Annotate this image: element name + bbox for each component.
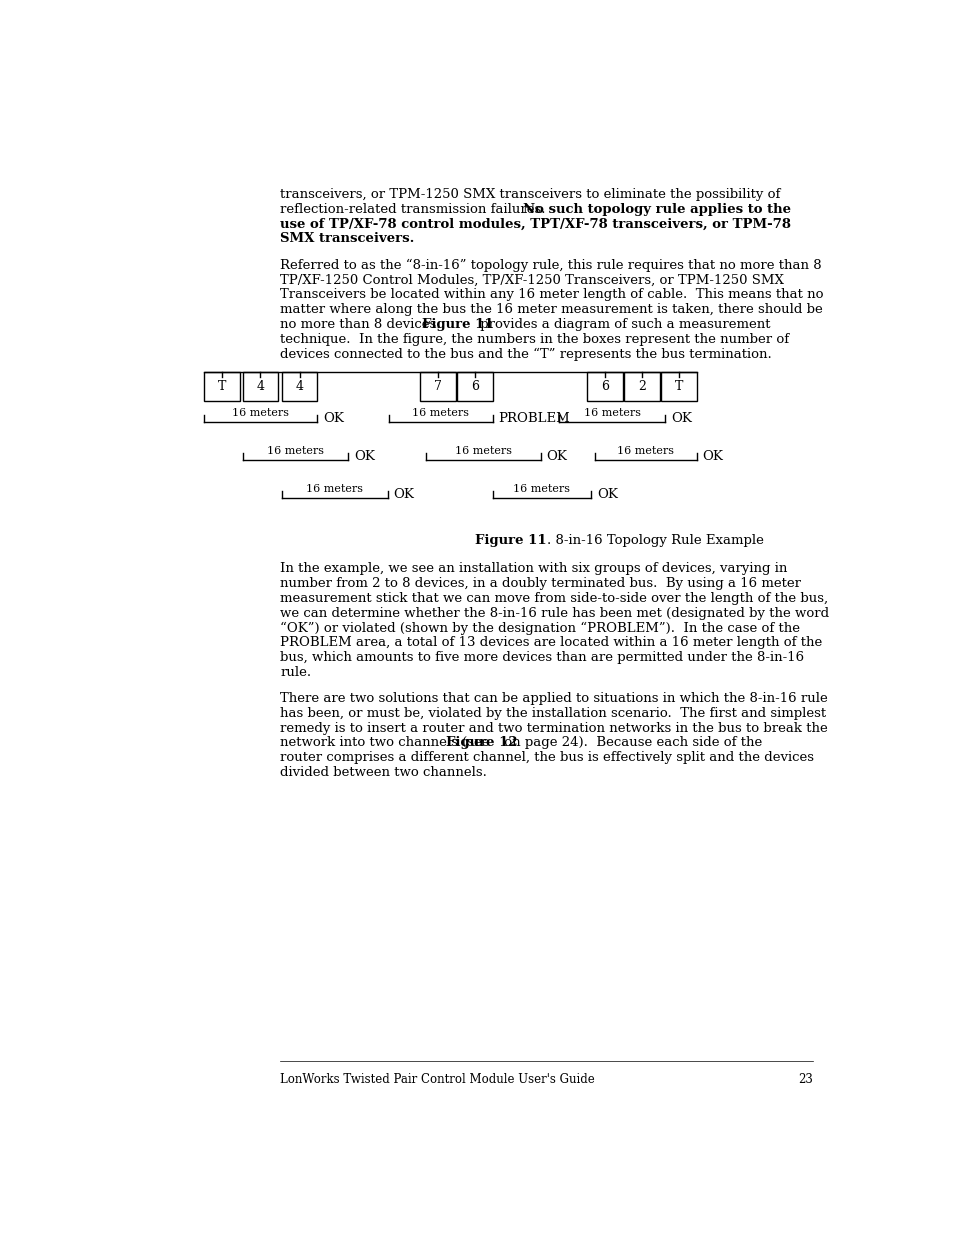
Text: T: T xyxy=(674,380,682,393)
Text: “OK”) or violated (shown by the designation “PROBLEM”).  In the case of the: “OK”) or violated (shown by the designat… xyxy=(280,621,800,635)
Text: TP/XF-1250 Control Modules, TP/XF-1250 Transceivers, or TPM-1250 SMX: TP/XF-1250 Control Modules, TP/XF-1250 T… xyxy=(280,274,783,287)
Text: 4: 4 xyxy=(295,380,303,393)
Text: 16 meters: 16 meters xyxy=(513,484,570,494)
Text: OK: OK xyxy=(546,450,567,463)
Text: PROBLEM area, a total of 13 devices are located within a 16 meter length of the: PROBLEM area, a total of 13 devices are … xyxy=(280,636,821,650)
Text: . 8-in-16 Topology Rule Example: . 8-in-16 Topology Rule Example xyxy=(546,534,762,547)
Text: 16 meters: 16 meters xyxy=(267,446,324,456)
Text: OK: OK xyxy=(394,488,414,501)
Text: PROBLEM: PROBLEM xyxy=(498,411,570,425)
Text: on page 24).  Because each side of the: on page 24). Because each side of the xyxy=(499,736,761,750)
Text: 4: 4 xyxy=(256,380,264,393)
Text: has been, or must be, violated by the installation scenario.  The first and simp: has been, or must be, violated by the in… xyxy=(280,706,825,720)
Text: 2: 2 xyxy=(638,380,645,393)
Text: 6: 6 xyxy=(600,380,608,393)
Text: measurement stick that we can move from side-to-side over the length of the bus,: measurement stick that we can move from … xyxy=(280,592,828,605)
Text: T: T xyxy=(217,380,226,393)
Text: 16 meters: 16 meters xyxy=(455,446,512,456)
Text: divided between two channels.: divided between two channels. xyxy=(280,766,487,779)
Text: we can determine whether the 8-in-16 rule has been met (designated by the word: we can determine whether the 8-in-16 rul… xyxy=(280,606,829,620)
Text: no more than 8 devices.: no more than 8 devices. xyxy=(280,317,449,331)
Text: Figure 11: Figure 11 xyxy=(421,317,493,331)
Text: OK: OK xyxy=(701,450,722,463)
Text: 7: 7 xyxy=(434,380,441,393)
Text: OK: OK xyxy=(323,411,344,425)
Text: technique.  In the figure, the numbers in the boxes represent the number of: technique. In the figure, the numbers in… xyxy=(280,332,789,346)
Text: remedy is to insert a router and two termination networks in the bus to break th: remedy is to insert a router and two ter… xyxy=(280,721,827,735)
Text: OK: OK xyxy=(670,411,691,425)
Text: Referred to as the “8-in-16” topology rule, this rule requires that no more than: Referred to as the “8-in-16” topology ru… xyxy=(280,259,821,272)
Text: There are two solutions that can be applied to situations in which the 8-in-16 r: There are two solutions that can be appl… xyxy=(280,692,827,705)
Text: OK: OK xyxy=(354,450,375,463)
Text: router comprises a different channel, the bus is effectively split and the devic: router comprises a different channel, th… xyxy=(280,751,814,764)
Text: Transceivers be located within any 16 meter length of cable.  This means that no: Transceivers be located within any 16 me… xyxy=(280,288,823,301)
Bar xyxy=(204,372,239,400)
Text: 16 meters: 16 meters xyxy=(617,446,674,456)
Text: In the example, we see an installation with six groups of devices, varying in: In the example, we see an installation w… xyxy=(280,562,787,576)
Text: LonWorks Twisted Pair Control Module User's Guide: LonWorks Twisted Pair Control Module Use… xyxy=(280,1072,595,1086)
Text: network into two channels (see: network into two channels (see xyxy=(280,736,494,750)
Bar xyxy=(660,372,696,400)
Bar xyxy=(587,372,622,400)
Text: transceivers, or TPM-1250 SMX transceivers to eliminate the possibility of: transceivers, or TPM-1250 SMX transceive… xyxy=(280,188,780,201)
Text: 16 meters: 16 meters xyxy=(306,484,363,494)
Text: SMX transceivers.: SMX transceivers. xyxy=(280,232,415,246)
Text: Figure 11: Figure 11 xyxy=(475,534,546,547)
Text: bus, which amounts to five more devices than are permitted under the 8-in-16: bus, which amounts to five more devices … xyxy=(280,651,803,663)
Bar xyxy=(419,372,456,400)
Text: 23: 23 xyxy=(797,1072,812,1086)
Text: rule.: rule. xyxy=(280,666,312,678)
Bar xyxy=(282,372,317,400)
Text: 16 meters: 16 meters xyxy=(583,408,639,417)
Text: 16 meters: 16 meters xyxy=(233,408,289,417)
Bar xyxy=(242,372,278,400)
Text: provides a diagram of such a measurement: provides a diagram of such a measurement xyxy=(476,317,769,331)
Bar xyxy=(456,372,492,400)
Text: No such topology rule applies to the: No such topology rule applies to the xyxy=(522,203,790,216)
Text: OK: OK xyxy=(597,488,618,501)
Text: Figure 12: Figure 12 xyxy=(446,736,517,750)
Text: number from 2 to 8 devices, in a doubly terminated bus.  By using a 16 meter: number from 2 to 8 devices, in a doubly … xyxy=(280,577,801,590)
Text: reflection-related transmission failures.: reflection-related transmission failures… xyxy=(280,203,554,216)
Text: 6: 6 xyxy=(471,380,478,393)
Bar xyxy=(623,372,659,400)
Text: 16 meters: 16 meters xyxy=(412,408,469,417)
Text: matter where along the bus the 16 meter measurement is taken, there should be: matter where along the bus the 16 meter … xyxy=(280,303,822,316)
Text: use of TP/XF-78 control modules, TPT/XF-78 transceivers, or TPM-78: use of TP/XF-78 control modules, TPT/XF-… xyxy=(280,217,791,231)
Text: devices connected to the bus and the “T” represents the bus termination.: devices connected to the bus and the “T”… xyxy=(280,347,771,361)
